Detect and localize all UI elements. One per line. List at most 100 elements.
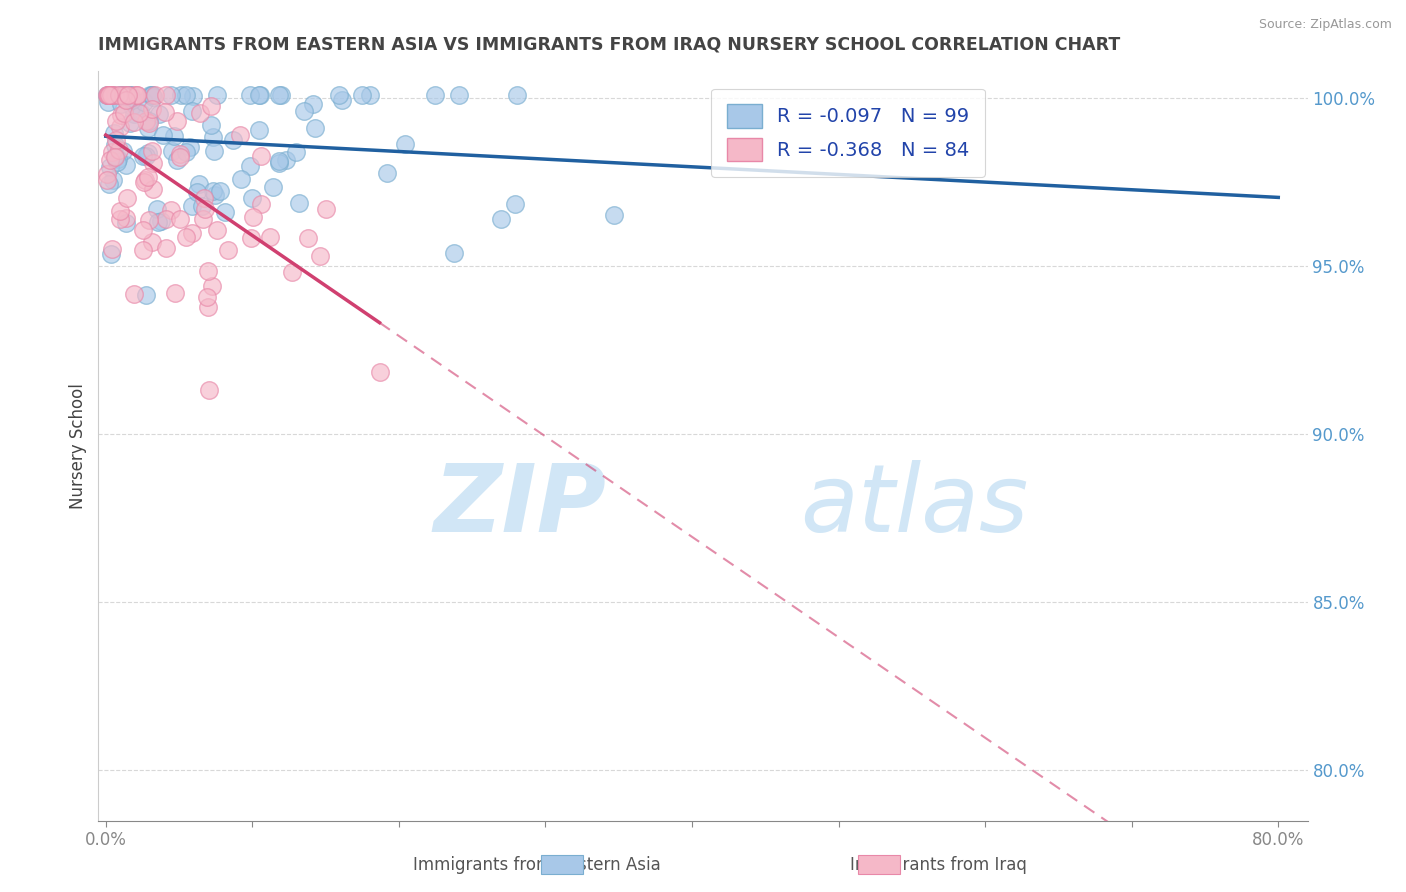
Point: [125, 87, 148, 102]
Point: [110, 96, 132, 111]
Point: [148, 107, 170, 121]
Point: [280, 265, 302, 279]
Point: [118, 115, 141, 129]
Point: [118, 87, 141, 102]
Point: [193, 192, 215, 206]
Point: [186, 186, 208, 200]
Point: [239, 230, 262, 244]
Point: [97, 178, 120, 192]
Point: [274, 153, 297, 167]
Point: [100, 247, 122, 261]
Point: [153, 104, 176, 119]
Point: [104, 150, 127, 164]
Point: [201, 129, 224, 144]
Point: [214, 205, 236, 219]
Point: [503, 196, 526, 211]
Text: Immigrants from Iraq: Immigrants from Iraq: [849, 856, 1026, 874]
Point: [249, 197, 271, 211]
Point: [98, 160, 121, 174]
Point: [368, 365, 391, 379]
Point: [297, 230, 319, 244]
Point: [209, 184, 232, 198]
Point: [328, 87, 350, 102]
Point: [96, 167, 118, 181]
Point: [165, 286, 187, 301]
Point: [115, 87, 138, 102]
Point: [188, 106, 211, 120]
Point: [195, 290, 218, 304]
Point: [135, 149, 157, 163]
Point: [152, 128, 174, 142]
Point: [200, 99, 222, 113]
Point: [142, 181, 165, 195]
Point: [138, 116, 160, 130]
Point: [132, 244, 155, 258]
Point: [108, 87, 131, 102]
Point: [301, 97, 323, 112]
Point: [135, 114, 157, 128]
Point: [229, 128, 252, 143]
Point: [149, 214, 172, 228]
Point: [239, 159, 262, 173]
Point: [117, 87, 139, 102]
Point: [134, 95, 156, 109]
Point: [112, 88, 135, 103]
Point: [114, 216, 136, 230]
Point: [267, 154, 290, 169]
Point: [124, 87, 146, 102]
Point: [105, 155, 128, 169]
Point: [247, 123, 270, 137]
Point: [110, 108, 132, 122]
Point: [315, 202, 337, 217]
Point: [200, 118, 222, 132]
Text: Immigrants from Eastern Asia: Immigrants from Eastern Asia: [413, 856, 661, 874]
Point: [107, 152, 129, 166]
Point: [169, 211, 191, 226]
Point: [267, 88, 290, 103]
Point: [222, 132, 245, 146]
Point: [505, 87, 527, 102]
Point: [202, 144, 225, 158]
Point: [100, 242, 122, 256]
Point: [247, 87, 270, 102]
Point: [205, 87, 228, 102]
Point: [138, 121, 160, 136]
Point: [108, 143, 131, 157]
Point: [288, 196, 311, 211]
Point: [122, 115, 145, 129]
Point: [174, 230, 197, 244]
Point: [262, 180, 284, 194]
Point: [169, 146, 191, 161]
Point: [229, 172, 252, 186]
Point: [108, 212, 131, 227]
Text: IMMIGRANTS FROM EASTERN ASIA VS IMMIGRANTS FROM IRAQ NURSERY SCHOOL CORRELATION : IMMIGRANTS FROM EASTERN ASIA VS IMMIGRAN…: [98, 36, 1121, 54]
Point: [125, 87, 148, 102]
Point: [204, 188, 226, 202]
Point: [240, 191, 263, 205]
Point: [141, 144, 163, 158]
Point: [160, 144, 183, 158]
Point: [330, 94, 353, 108]
Point: [194, 202, 217, 217]
Point: [160, 87, 183, 102]
Point: [122, 287, 145, 301]
Point: [163, 128, 186, 143]
Point: [155, 242, 177, 256]
Point: [97, 87, 120, 102]
Point: [104, 87, 127, 102]
Point: [169, 150, 191, 164]
Point: [111, 87, 134, 102]
Point: [197, 263, 219, 277]
Point: [308, 249, 330, 263]
Point: [135, 287, 157, 301]
Point: [197, 301, 219, 315]
Point: [350, 87, 373, 102]
Point: [96, 87, 118, 102]
Point: [155, 211, 177, 226]
Point: [249, 87, 271, 102]
Point: [292, 104, 315, 119]
Point: [201, 279, 224, 293]
Point: [198, 384, 221, 398]
Point: [128, 106, 150, 120]
Y-axis label: Nursery School: Nursery School: [69, 383, 87, 509]
